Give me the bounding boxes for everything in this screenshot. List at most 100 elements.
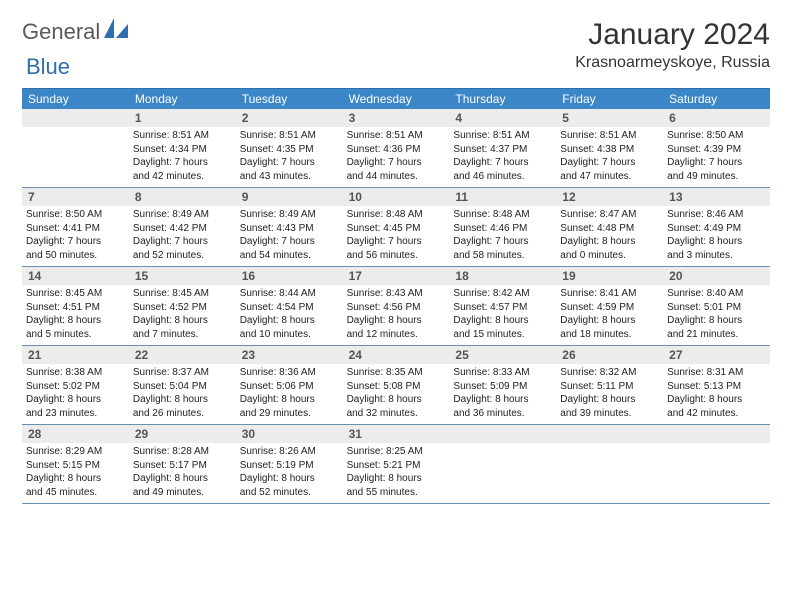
day-info: Sunrise: 8:51 AMSunset: 4:36 PMDaylight:… xyxy=(343,127,450,187)
day-number: 11 xyxy=(449,188,556,206)
sunset-line: Sunset: 4:56 PM xyxy=(347,301,446,315)
sunset-line: Sunset: 4:38 PM xyxy=(560,143,659,157)
sunrise-line: Sunrise: 8:49 AM xyxy=(133,208,232,222)
day-number: 19 xyxy=(556,267,663,285)
day-cell xyxy=(663,425,770,503)
location-label: Krasnoarmeyskoye, Russia xyxy=(575,54,770,72)
day-number: 4 xyxy=(449,109,556,127)
daylight-line-2: and 44 minutes. xyxy=(347,170,446,184)
daylight-line-2: and 54 minutes. xyxy=(240,249,339,263)
sunrise-line: Sunrise: 8:36 AM xyxy=(240,366,339,380)
daylight-line-2: and 49 minutes. xyxy=(667,170,766,184)
day-cell: 18Sunrise: 8:42 AMSunset: 4:57 PMDayligh… xyxy=(449,267,556,345)
day-cell: 2Sunrise: 8:51 AMSunset: 4:35 PMDaylight… xyxy=(236,109,343,187)
sunrise-line: Sunrise: 8:45 AM xyxy=(133,287,232,301)
day-cell: 1Sunrise: 8:51 AMSunset: 4:34 PMDaylight… xyxy=(129,109,236,187)
page: General January 2024 Krasnoarmeyskoye, R… xyxy=(0,0,792,522)
day-cell: 19Sunrise: 8:41 AMSunset: 4:59 PMDayligh… xyxy=(556,267,663,345)
day-cell: 3Sunrise: 8:51 AMSunset: 4:36 PMDaylight… xyxy=(343,109,450,187)
day-info: Sunrise: 8:51 AMSunset: 4:34 PMDaylight:… xyxy=(129,127,236,187)
sunset-line: Sunset: 4:41 PM xyxy=(26,222,125,236)
daylight-line-1: Daylight: 8 hours xyxy=(133,314,232,328)
sunrise-line: Sunrise: 8:35 AM xyxy=(347,366,446,380)
daylight-line-1: Daylight: 7 hours xyxy=(347,156,446,170)
daylight-line-1: Daylight: 8 hours xyxy=(26,393,125,407)
daylight-line-2: and 52 minutes. xyxy=(133,249,232,263)
day-number: 20 xyxy=(663,267,770,285)
weekday-thu: Thursday xyxy=(449,89,556,109)
sunrise-line: Sunrise: 8:50 AM xyxy=(667,129,766,143)
sunset-line: Sunset: 5:01 PM xyxy=(667,301,766,315)
daylight-line-1: Daylight: 7 hours xyxy=(347,235,446,249)
day-number: 12 xyxy=(556,188,663,206)
daylight-line-1: Daylight: 7 hours xyxy=(560,156,659,170)
sunset-line: Sunset: 4:45 PM xyxy=(347,222,446,236)
sunrise-line: Sunrise: 8:48 AM xyxy=(453,208,552,222)
daylight-line-2: and 36 minutes. xyxy=(453,407,552,421)
daylight-line-2: and 46 minutes. xyxy=(453,170,552,184)
sunset-line: Sunset: 4:46 PM xyxy=(453,222,552,236)
daylight-line-1: Daylight: 8 hours xyxy=(560,314,659,328)
daylight-line-2: and 23 minutes. xyxy=(26,407,125,421)
sunrise-line: Sunrise: 8:29 AM xyxy=(26,445,125,459)
sunset-line: Sunset: 5:17 PM xyxy=(133,459,232,473)
month-title: January 2024 xyxy=(575,18,770,52)
day-info: Sunrise: 8:32 AMSunset: 5:11 PMDaylight:… xyxy=(556,364,663,424)
daylight-line-1: Daylight: 8 hours xyxy=(560,235,659,249)
sunrise-line: Sunrise: 8:43 AM xyxy=(347,287,446,301)
calendar: Sunday Monday Tuesday Wednesday Thursday… xyxy=(22,88,770,504)
sunset-line: Sunset: 5:19 PM xyxy=(240,459,339,473)
day-number: 1 xyxy=(129,109,236,127)
day-number: 17 xyxy=(343,267,450,285)
sunset-line: Sunset: 4:42 PM xyxy=(133,222,232,236)
day-number: 29 xyxy=(129,425,236,443)
day-cell: 31Sunrise: 8:25 AMSunset: 5:21 PMDayligh… xyxy=(343,425,450,503)
day-cell xyxy=(556,425,663,503)
daylight-line-2: and 47 minutes. xyxy=(560,170,659,184)
day-cell: 23Sunrise: 8:36 AMSunset: 5:06 PMDayligh… xyxy=(236,346,343,424)
day-number-empty xyxy=(22,109,129,127)
day-cell: 28Sunrise: 8:29 AMSunset: 5:15 PMDayligh… xyxy=(22,425,129,503)
sunset-line: Sunset: 4:36 PM xyxy=(347,143,446,157)
daylight-line-2: and 49 minutes. xyxy=(133,486,232,500)
sunset-line: Sunset: 5:09 PM xyxy=(453,380,552,394)
sunset-line: Sunset: 4:39 PM xyxy=(667,143,766,157)
day-info: Sunrise: 8:33 AMSunset: 5:09 PMDaylight:… xyxy=(449,364,556,424)
daylight-line-2: and 21 minutes. xyxy=(667,328,766,342)
day-cell xyxy=(22,109,129,187)
daylight-line-1: Daylight: 8 hours xyxy=(240,393,339,407)
sunrise-line: Sunrise: 8:42 AM xyxy=(453,287,552,301)
daylight-line-1: Daylight: 8 hours xyxy=(26,314,125,328)
day-info: Sunrise: 8:37 AMSunset: 5:04 PMDaylight:… xyxy=(129,364,236,424)
daylight-line-1: Daylight: 8 hours xyxy=(347,472,446,486)
day-cell: 10Sunrise: 8:48 AMSunset: 4:45 PMDayligh… xyxy=(343,188,450,266)
sunrise-line: Sunrise: 8:25 AM xyxy=(347,445,446,459)
sunrise-line: Sunrise: 8:51 AM xyxy=(453,129,552,143)
title-block: January 2024 Krasnoarmeyskoye, Russia xyxy=(575,18,770,72)
daylight-line-2: and 12 minutes. xyxy=(347,328,446,342)
sunset-line: Sunset: 4:37 PM xyxy=(453,143,552,157)
day-cell xyxy=(449,425,556,503)
day-number: 3 xyxy=(343,109,450,127)
day-info: Sunrise: 8:44 AMSunset: 4:54 PMDaylight:… xyxy=(236,285,343,345)
day-number: 25 xyxy=(449,346,556,364)
day-number: 16 xyxy=(236,267,343,285)
day-info: Sunrise: 8:45 AMSunset: 4:51 PMDaylight:… xyxy=(22,285,129,345)
daylight-line-2: and 52 minutes. xyxy=(240,486,339,500)
daylight-line-2: and 58 minutes. xyxy=(453,249,552,263)
daylight-line-1: Daylight: 8 hours xyxy=(667,235,766,249)
sunset-line: Sunset: 5:02 PM xyxy=(26,380,125,394)
day-number: 26 xyxy=(556,346,663,364)
week-row: 7Sunrise: 8:50 AMSunset: 4:41 PMDaylight… xyxy=(22,188,770,267)
weekday-wed: Wednesday xyxy=(343,89,450,109)
day-cell: 17Sunrise: 8:43 AMSunset: 4:56 PMDayligh… xyxy=(343,267,450,345)
sunrise-line: Sunrise: 8:37 AM xyxy=(133,366,232,380)
day-number-empty xyxy=(449,425,556,443)
day-info: Sunrise: 8:35 AMSunset: 5:08 PMDaylight:… xyxy=(343,364,450,424)
day-info: Sunrise: 8:50 AMSunset: 4:39 PMDaylight:… xyxy=(663,127,770,187)
day-info: Sunrise: 8:48 AMSunset: 4:45 PMDaylight:… xyxy=(343,206,450,266)
day-number: 24 xyxy=(343,346,450,364)
day-cell: 22Sunrise: 8:37 AMSunset: 5:04 PMDayligh… xyxy=(129,346,236,424)
day-info: Sunrise: 8:45 AMSunset: 4:52 PMDaylight:… xyxy=(129,285,236,345)
sunset-line: Sunset: 4:48 PM xyxy=(560,222,659,236)
